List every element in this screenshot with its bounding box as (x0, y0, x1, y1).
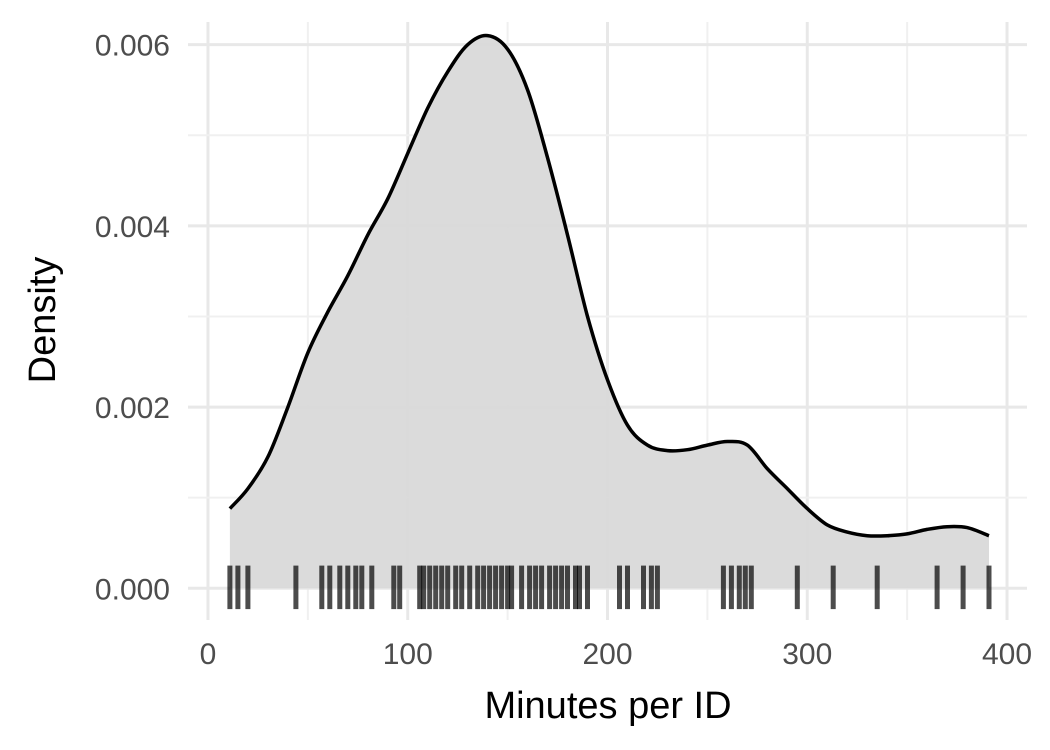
rug-mark (369, 565, 375, 610)
rug-mark (986, 565, 992, 610)
rug-mark (654, 565, 660, 610)
x-axis-title: Minutes per ID (484, 685, 731, 727)
rug-mark (794, 565, 800, 610)
rug-mark (227, 565, 233, 610)
rug-mark (445, 565, 451, 610)
rug-mark (720, 565, 726, 610)
rug-mark (397, 565, 403, 610)
rug-mark (453, 565, 459, 610)
rug-mark (499, 565, 505, 610)
rug-mark (728, 565, 734, 610)
x-tick-label: 200 (582, 638, 632, 671)
rug-mark (585, 565, 590, 610)
y-axis-ticks: 0.000 0.002 0.004 0.006 (95, 30, 170, 607)
rug-mark (505, 565, 511, 610)
rug-mark (245, 565, 251, 610)
rug-mark (519, 565, 525, 610)
rug-mark (467, 565, 473, 610)
rug-mark (427, 565, 433, 610)
rug-mark (577, 565, 582, 610)
rug-mark (327, 565, 333, 610)
rug-mark (533, 565, 539, 610)
rug-mark (648, 565, 654, 610)
rug-mark (493, 565, 499, 610)
rug-mark (417, 565, 423, 610)
rug-mark (487, 565, 493, 610)
rug-mark (559, 565, 565, 610)
rug-mark (539, 565, 545, 610)
rug-mark (359, 565, 365, 610)
rug-mark (459, 565, 465, 610)
y-tick-label: 0.000 (95, 573, 170, 606)
rug-mark (830, 565, 836, 610)
y-tick-label: 0.006 (95, 30, 170, 63)
density-line (228, 33, 990, 538)
rug-mark (509, 565, 515, 610)
rug-mark (736, 565, 742, 610)
x-tick-label: 400 (982, 638, 1032, 671)
rug-mark (345, 565, 351, 610)
rug-mark (553, 565, 559, 610)
rug-mark (641, 565, 646, 610)
x-tick-label: 100 (383, 638, 433, 671)
rug-mark (874, 565, 880, 610)
x-tick-label: 0 (200, 638, 217, 671)
y-tick-label: 0.004 (95, 211, 170, 244)
rug-mark (439, 565, 445, 610)
rug-mark (748, 565, 754, 610)
x-axis-ticks: 0 100 200 300 400 (200, 638, 1032, 671)
rug-mark (235, 565, 241, 610)
rug-mark (319, 565, 325, 610)
rug-marks (227, 565, 992, 610)
rug-mark (960, 565, 966, 610)
rug-mark (475, 565, 481, 610)
rug-mark (481, 565, 487, 610)
rug-mark (391, 565, 397, 610)
rug-mark (565, 565, 570, 610)
rug-mark (934, 565, 940, 610)
rug-mark (527, 565, 533, 610)
y-tick-label: 0.002 (95, 392, 170, 425)
rug-mark (293, 565, 299, 610)
rug-mark (337, 565, 343, 610)
rug-mark (625, 565, 630, 610)
rug-mark (617, 565, 622, 610)
x-tick-label: 300 (782, 638, 832, 671)
rug-mark (421, 565, 427, 610)
rug-mark (353, 565, 359, 610)
rug-mark (433, 565, 439, 610)
rug-mark (573, 565, 578, 610)
rug-mark (547, 565, 553, 610)
density-area (229, 35, 989, 589)
rug-mark (742, 565, 748, 610)
y-axis-title: Density (22, 257, 64, 384)
